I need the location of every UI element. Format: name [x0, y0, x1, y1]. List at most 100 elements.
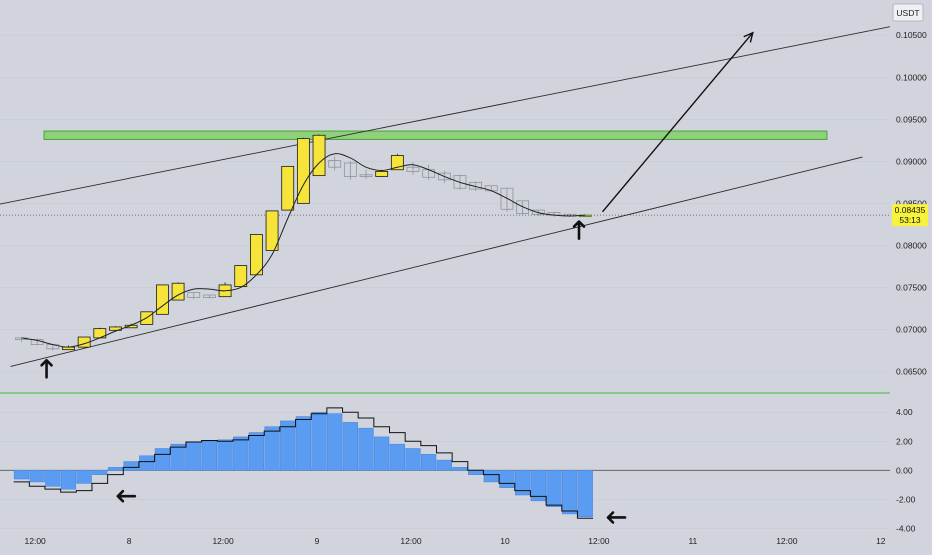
- price-tick-label: 0.06500: [896, 367, 927, 377]
- candle-body: [234, 265, 248, 287]
- price-tick-label: 0.09500: [896, 114, 927, 124]
- histogram-bar: [342, 422, 358, 471]
- candle-body: [281, 165, 295, 211]
- projection-arrow-head: [743, 31, 754, 43]
- histogram-bar: [280, 420, 296, 471]
- candle-body: [531, 209, 545, 215]
- countdown-label: 53:13: [899, 215, 921, 225]
- histogram-bar: [374, 436, 390, 471]
- candle-body: [469, 181, 483, 190]
- histogram-bar: [327, 413, 343, 471]
- histogram-bar: [217, 439, 233, 471]
- candle: [234, 265, 248, 287]
- histogram-bar: [295, 416, 312, 471]
- price-tick-label: 0.09000: [896, 156, 927, 166]
- histogram-bar: [201, 440, 218, 471]
- oscillator-tick-label: 0.00: [896, 465, 913, 475]
- candle: [296, 137, 310, 204]
- oscillator-tick-label: -4.00: [896, 523, 916, 533]
- time-axis[interactable]: 12:00 8 12:00 9 12:00 10 12:00 11 12:00 12: [25, 536, 886, 546]
- histogram-bar: [561, 470, 578, 515]
- candle-body: [500, 187, 514, 210]
- histogram-bar: [530, 470, 546, 502]
- up-arrow-icon-shape: [40, 359, 53, 379]
- histogram-bar: [107, 467, 124, 471]
- histogram-bar: [264, 426, 280, 471]
- projection-arrow-line: [601, 32, 754, 213]
- time-tick-label: 12:00: [588, 536, 610, 546]
- histogram-bar: [421, 454, 437, 471]
- candle: [156, 284, 169, 315]
- histogram-bar: [405, 448, 421, 471]
- candle: [516, 200, 530, 216]
- histogram-bar: [311, 411, 327, 471]
- time-tick-label: 11: [688, 536, 697, 546]
- candle: [343, 161, 357, 180]
- price-axis[interactable]: 0.10500 0.10000 0.09500 0.09000 0.08500 0.080…: [890, 0, 932, 550]
- candle-body: [203, 294, 216, 298]
- histogram-bar: [452, 467, 468, 471]
- histogram-bar: [45, 470, 61, 487]
- channel-upper-line[interactable]: [0, 25, 894, 205]
- price-tick-label: 0.10000: [896, 72, 927, 82]
- histogram-bar: [499, 470, 515, 489]
- candle-body: [156, 284, 169, 315]
- price-tick-label: 0.08000: [896, 240, 927, 250]
- candle-body: [453, 175, 467, 189]
- histogram-bar: [514, 470, 531, 496]
- candle: [281, 165, 295, 211]
- time-tick-label: 8: [127, 536, 132, 546]
- time-tick-label: 12:00: [776, 536, 798, 546]
- histogram-bar: [139, 455, 155, 471]
- up-arrow-icon-shape: [572, 220, 586, 240]
- candle: [359, 169, 373, 179]
- candle-body: [359, 174, 373, 177]
- candle: [312, 134, 326, 177]
- histogram-bar: [170, 443, 186, 471]
- histogram-bar: [358, 427, 374, 471]
- candle-body: [187, 292, 201, 298]
- channel-lower-line[interactable]: [10, 156, 863, 367]
- time-tick-label: 10: [500, 536, 510, 546]
- left-arrow-icon: [606, 511, 627, 524]
- histogram-bar: [154, 448, 171, 471]
- oscillator-tick-label: 4.00: [896, 407, 913, 417]
- histogram-bar: [76, 470, 92, 484]
- candle: [249, 234, 263, 276]
- oscillator-pane: [0, 407, 890, 524]
- candle-body: [296, 138, 310, 204]
- oscillator-tick-label: -2.00: [896, 494, 916, 504]
- last-price-badge: 0.08435 53:13: [892, 204, 928, 227]
- price-tick-label: 0.08500: [896, 198, 927, 208]
- oscillator-tick-label: 2.00: [896, 436, 913, 446]
- candle-body: [437, 172, 451, 181]
- candle: [500, 187, 514, 212]
- histogram-bar: [60, 470, 77, 490]
- time-tick-label: 9: [315, 536, 320, 546]
- projection-arrow[interactable]: [601, 31, 754, 213]
- up-arrow-icon: [572, 220, 586, 240]
- time-tick-label: 12:00: [400, 536, 422, 546]
- currency-badge[interactable]: USDT: [892, 3, 924, 22]
- green-zone[interactable]: [43, 130, 828, 140]
- histogram-bar: [546, 470, 562, 507]
- histogram-bar: [577, 470, 593, 518]
- time-tick-label: 12: [876, 536, 886, 546]
- left-arrow-icon-shape: [116, 489, 137, 503]
- time-tick-label: 12:00: [212, 536, 234, 546]
- candle: [203, 294, 216, 299]
- left-arrow-icon: [116, 489, 137, 503]
- histogram-bar: [483, 470, 499, 483]
- time-tick-label: 12:00: [25, 536, 47, 546]
- histogram-bar: [92, 470, 108, 475]
- moving-average-line: [21, 153, 586, 348]
- candle: [265, 210, 279, 251]
- left-arrow-icon-shape: [606, 511, 627, 524]
- candle-body: [516, 200, 530, 214]
- candle-body: [406, 166, 420, 172]
- candle: [328, 156, 342, 171]
- histogram-bar: [29, 470, 45, 483]
- histogram-bar: [123, 461, 139, 471]
